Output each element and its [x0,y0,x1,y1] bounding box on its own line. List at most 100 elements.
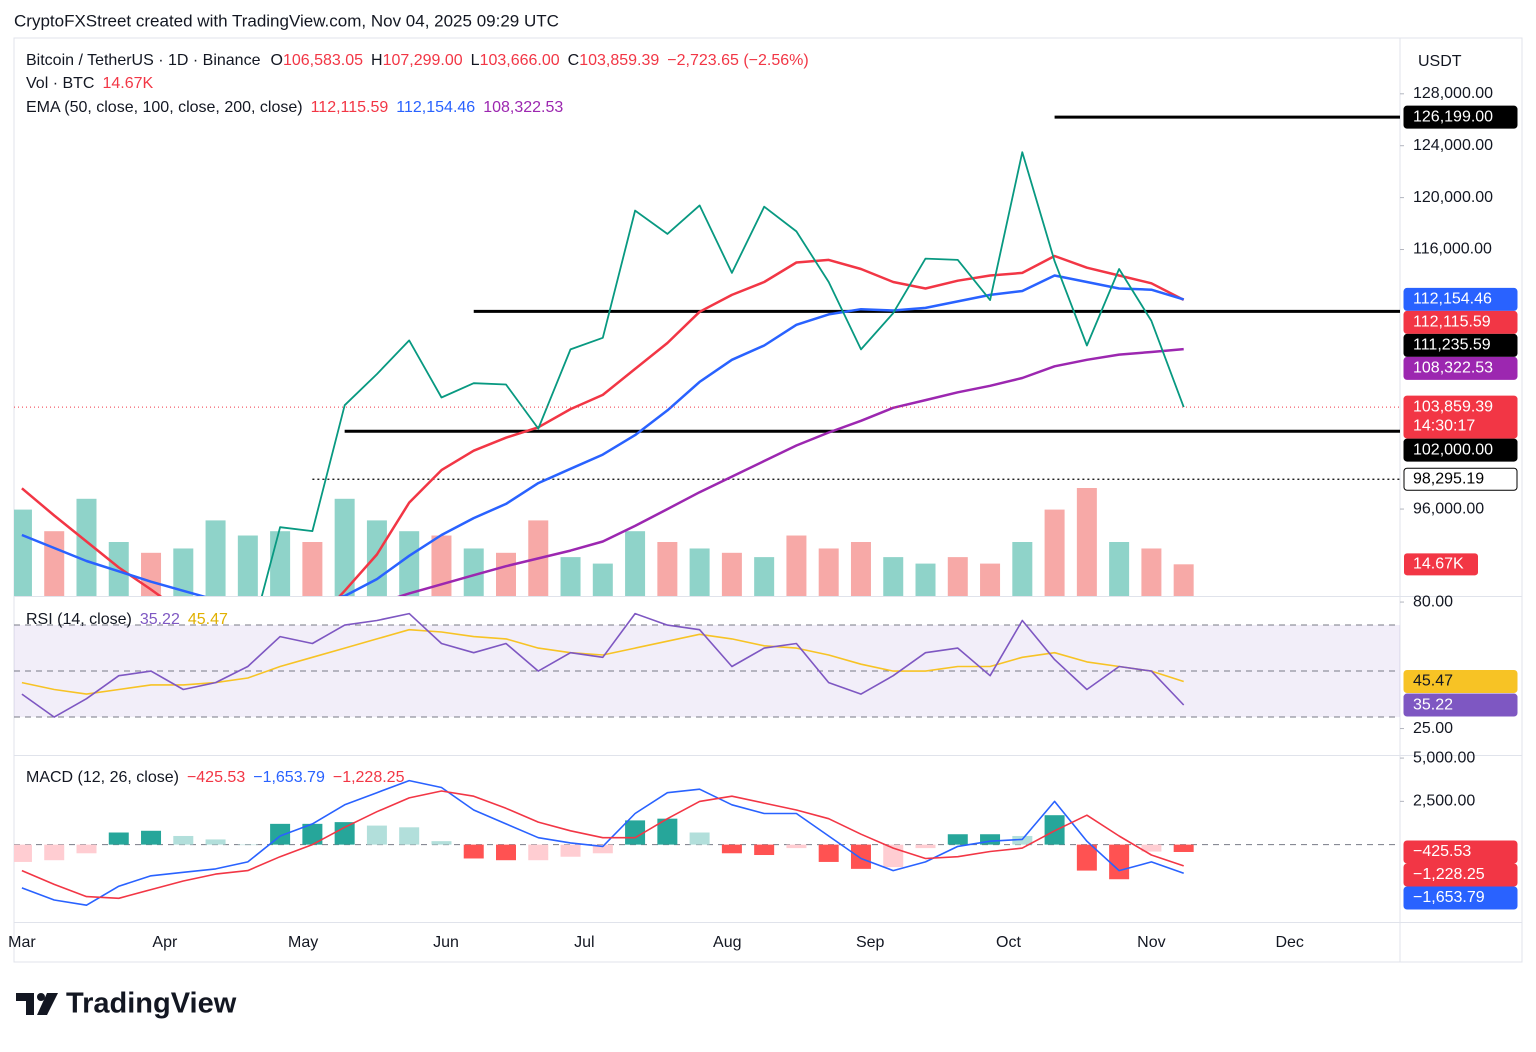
macd-value: −1,653.79 [253,769,325,786]
macd-histogram-bar [786,844,807,849]
ohlc-value: 107,299.00 [383,52,463,69]
price-tag-label: 112,115.59 [1413,314,1491,331]
volume-bar [560,557,581,596]
y-tick-label: 128,000.00 [1413,85,1493,102]
volume-bar [302,542,323,596]
ohlc-value: 103,859.39 [579,52,659,69]
volume-bar [818,548,839,596]
macd-hist-value: −425.53 [187,769,245,786]
volume-bar [173,548,194,596]
y-tick-label: 25.00 [1413,720,1453,737]
volume-bar [850,542,871,596]
volume-bar [431,535,452,596]
macd-histogram-bar [302,823,323,845]
frame [13,37,1523,963]
volume-bar [108,542,129,596]
macd-histogram-bar [689,832,710,845]
volume-bar [592,563,613,596]
price-tag [1403,333,1518,357]
y-tick-label: 2,500.00 [1413,793,1475,810]
volume-tag-label: 14.67K [1413,556,1464,573]
macd-histogram-bar [818,844,839,862]
volume-bar [463,548,484,596]
x-tick-label: Jul [574,934,594,951]
ohlc-key: C [568,52,580,69]
macd-histogram-bar [592,844,613,854]
volume-bar [754,557,775,596]
signal-value: −1,228.25 [333,769,405,786]
volume-bar [915,563,936,596]
macd-histogram-bar [657,818,678,845]
volume-bar [205,520,226,596]
ema-line [21,254,1185,596]
price-tag [1403,395,1518,439]
macd-histogram-bar [560,844,581,857]
macd-label: MACD (12, 26, close) [26,769,179,786]
credit: CryptoFXStreet created with TradingView.… [14,11,559,30]
x-tick-label: Apr [152,934,178,951]
macd-histogram-bar [850,844,871,869]
x-tick-label: Dec [1275,934,1303,951]
ohlc-key: H [371,52,383,69]
y-tick-label: 120,000.00 [1413,189,1493,206]
macd-histogram-bar [366,825,387,845]
volume-bar [1141,548,1162,596]
macd-histogram-bar [721,844,742,854]
plots: 96,000.00 116,000.00 120,000.00 124,000.00 1… [8,85,1518,951]
price-tag [1403,863,1518,887]
price-tag [1403,310,1518,334]
currency: USDT [1418,53,1462,70]
volume-bar [1173,564,1194,596]
rsi-ma-value: 45.47 [188,611,228,628]
brand-logo [16,993,58,1015]
macd-histogram-bar [44,844,65,861]
macd-histogram-bar [173,835,194,845]
price-tag [1403,467,1518,491]
price-line [260,151,1185,596]
y-tick-label: 5,000.00 [1413,749,1475,766]
price-tag-label: −1,228.25 [1413,866,1485,883]
macd-histogram-bar [1173,844,1194,852]
macd-histogram-bar [108,832,129,845]
price-tag [1403,287,1518,311]
rsi-legend: RSI (14, close) 35.22 45.47 [26,611,228,628]
volume-bar [1109,542,1130,596]
macd-histogram-bar [1012,835,1033,845]
macd-line [21,790,1184,900]
ohlc-value: 106,583.05 [283,52,363,69]
price-tag [1403,840,1518,864]
macd-histogram-bar [915,844,936,849]
macd-histogram-bar [1109,844,1130,880]
price-tag [1403,693,1518,717]
macd-histogram-bar [463,844,484,859]
volume-bar [883,557,904,596]
y-tick-label: 116,000.00 [1413,241,1492,258]
volume-legend: Vol · BTC 14.67K [26,75,154,92]
volume-bar [76,498,97,596]
ema-line [397,347,1184,596]
macd-line [21,779,1184,906]
macd-histogram-bar [496,844,516,861]
volume-bar [44,531,65,596]
x-tick-label: Mar [8,934,36,951]
volume-bar [366,520,387,596]
volume-bar [625,531,646,596]
macd-histogram-bar [980,834,1001,845]
macd-histogram-bar [76,844,97,854]
macd-histogram-bar [754,844,775,856]
price-tag-label: 112,154.46 [1413,291,1492,308]
macd-histogram-bar [141,830,162,845]
rsi-line [21,612,1185,718]
ema-line [21,274,1185,596]
macd-histogram-bar [528,844,549,861]
volume-bar [1044,509,1065,596]
x-tick-label: Sep [856,934,885,951]
change: −2,723.65 (−2.56%) [667,52,808,69]
macd-histogram-bar [205,839,226,845]
volume-bar [334,498,355,596]
x-tick-label: Aug [713,934,741,951]
y-tick-label: 124,000.00 [1413,137,1493,154]
ema-legend: EMA (50, close, 100, close, 200, close) 1… [26,99,563,116]
price-tag-label: 45.47 [1413,673,1453,690]
